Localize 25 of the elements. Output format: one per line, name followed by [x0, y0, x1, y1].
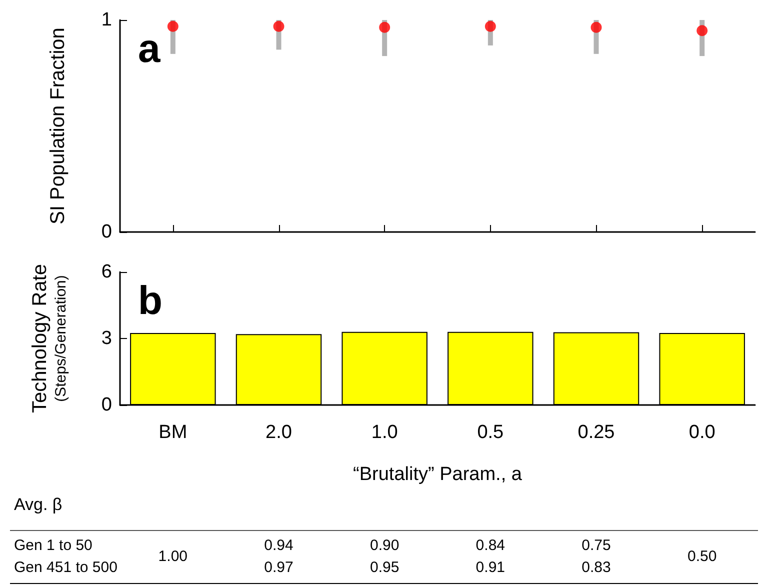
- x-tick-label: 2.0: [266, 422, 292, 443]
- text: 0.50: [687, 548, 717, 565]
- x-axis-title: “Brutality” Param., a: [353, 464, 522, 485]
- chart-title: b: [138, 279, 162, 323]
- chart-title: a: [138, 27, 161, 71]
- text: 0.90 0.95: [370, 537, 400, 576]
- x-tick-label: 1.0: [371, 422, 398, 443]
- text: 0.94 0.97: [264, 537, 294, 576]
- text: Avg. β: [14, 495, 62, 515]
- y-tick-label: 1: [101, 10, 112, 30]
- text: 0.75 0.83: [582, 537, 611, 576]
- x-tick-label: 0.25: [578, 422, 615, 443]
- x-tick-label: 0.0: [688, 422, 716, 443]
- text: 1.00: [158, 548, 188, 565]
- x-tick-label: 0.5: [477, 422, 504, 443]
- text: Gen 451 to 500: [14, 559, 118, 576]
- x-tick-label: BM: [158, 422, 188, 443]
- y-tick-label: 0: [101, 394, 112, 416]
- y-axis-title: Technology Rate (Steps/Generation): [29, 264, 70, 413]
- y-axis-title: SI Population Fraction: [47, 28, 69, 224]
- y-tick-label: 6: [101, 262, 112, 282]
- y-tick-label: 3: [101, 328, 112, 349]
- y-tick-label: 0: [101, 222, 112, 242]
- text: 0.84 0.91: [476, 537, 506, 576]
- text: Gen 1 to 50: [14, 537, 92, 554]
